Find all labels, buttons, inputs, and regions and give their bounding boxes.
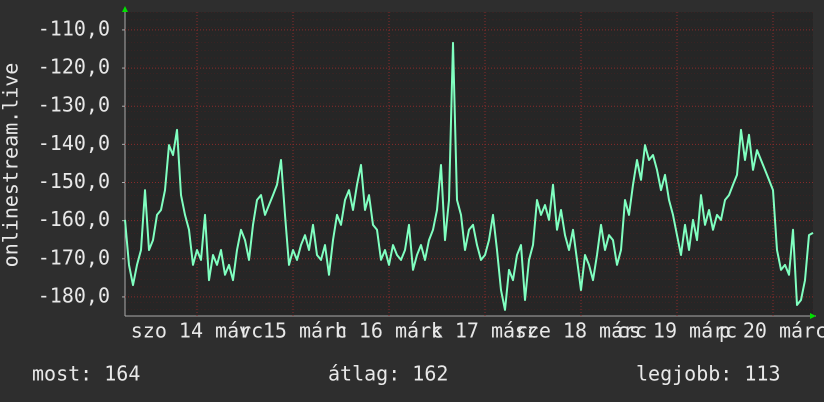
stat-label: legjobb: 113 <box>636 362 781 386</box>
y-tick-label: -180,0 <box>38 283 110 307</box>
x-tick-label: sze 18 márc <box>515 319 647 343</box>
x-tick-label: h 16 márc <box>335 319 443 343</box>
x-tick-label: p 20 márc <box>719 319 824 343</box>
axis-arrow <box>122 6 128 12</box>
x-tick-label: k 17 márc <box>431 319 539 343</box>
stat-label: átlag: 162 <box>328 362 448 386</box>
x-tick-label: v 15 márc <box>239 319 347 343</box>
y-tick-label: -150,0 <box>38 169 110 193</box>
minor-grid <box>125 12 813 316</box>
data-line <box>124 41 814 311</box>
axis-arrow <box>810 313 816 319</box>
x-tick-label: szo 14 márc <box>131 319 263 343</box>
y-tick-label: -160,0 <box>38 207 110 231</box>
y-tick-label: -130,0 <box>38 93 110 117</box>
y-tick-label: -110,0 <box>38 16 110 40</box>
y-tick-label: -170,0 <box>38 245 110 269</box>
y-tick-label: -140,0 <box>38 131 110 155</box>
x-tick-label: cs 19 márc <box>617 319 737 343</box>
y-tick-label: -120,0 <box>38 55 110 79</box>
y-axis-title: onlinestream.live <box>0 63 23 268</box>
stat-label: most: 164 <box>32 362 140 386</box>
